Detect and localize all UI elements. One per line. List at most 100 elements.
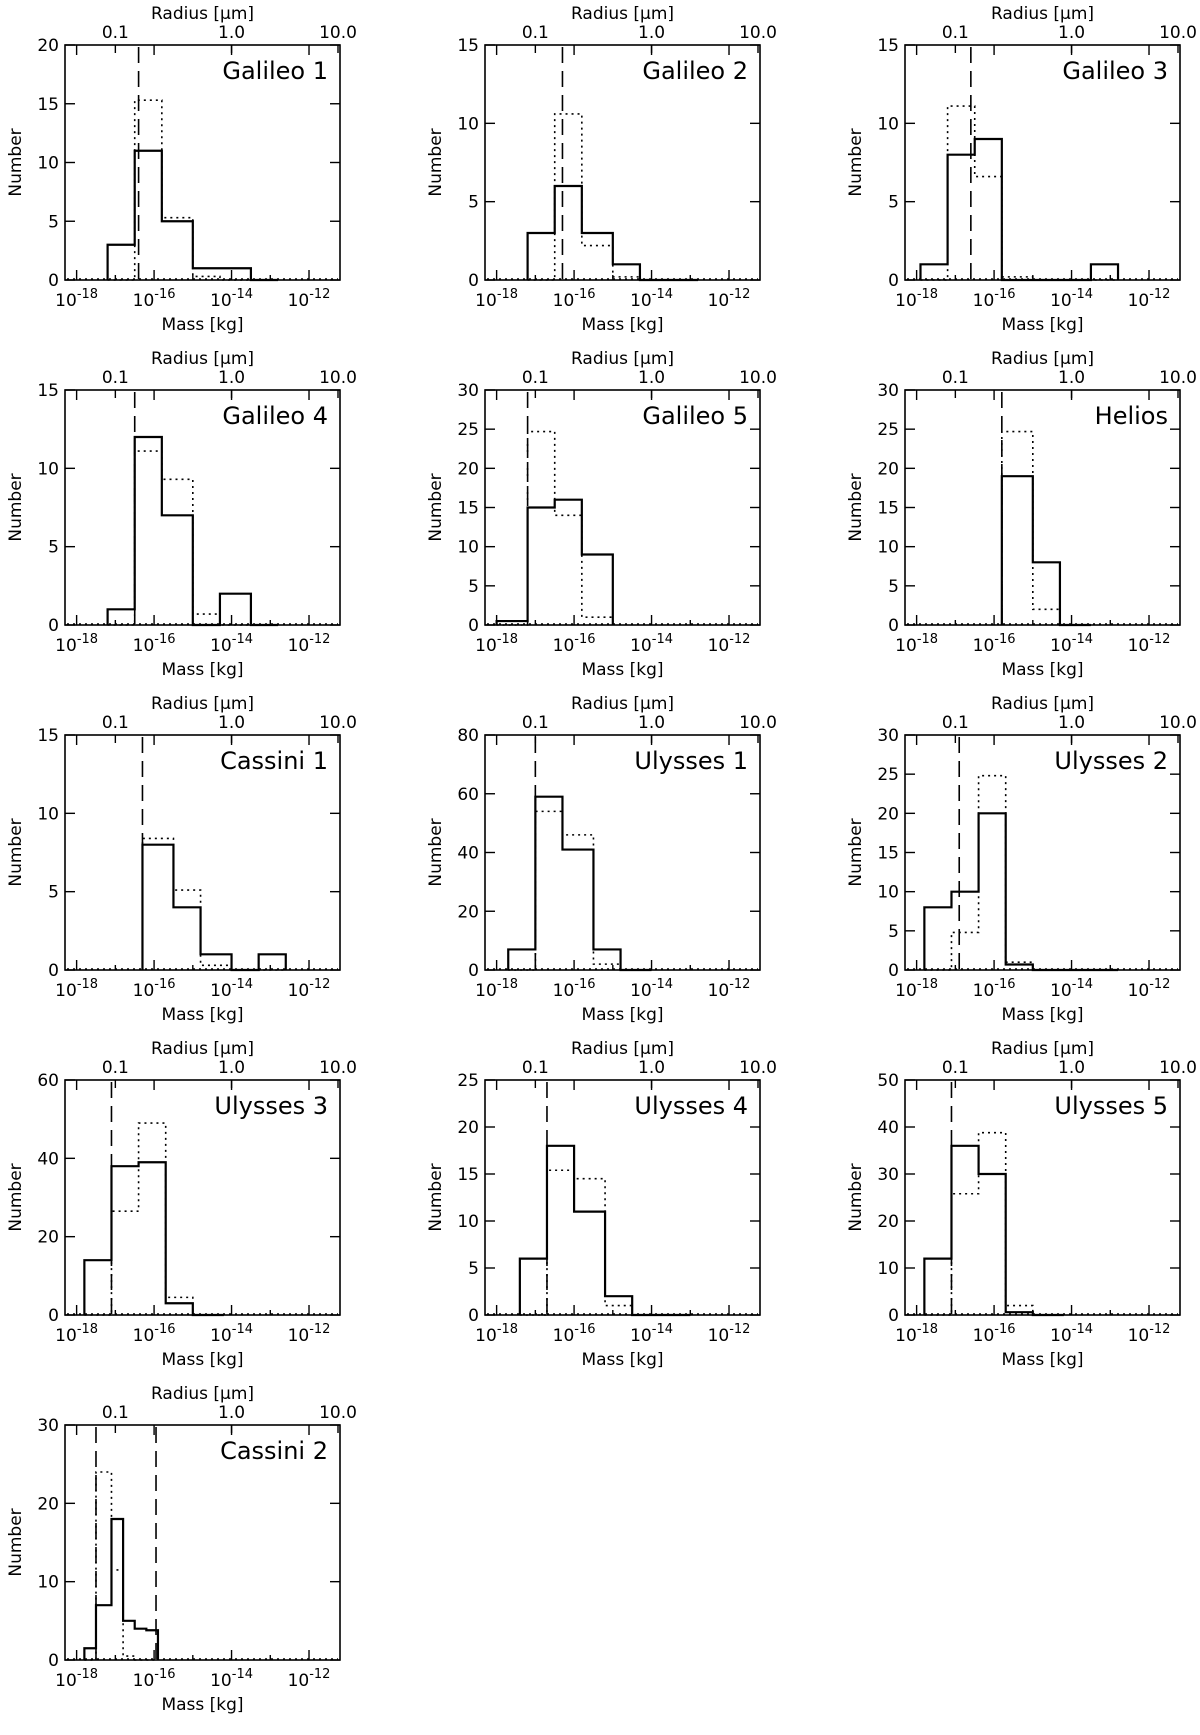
- x2-axis-title: Radius [μm]: [991, 694, 1094, 714]
- y-tick-label: 5: [468, 193, 479, 213]
- x-axis-title: Mass [kg]: [1001, 1005, 1083, 1025]
- panel-ulysses-4: 10-18 10-16 10-14 10-12 0.1 1.0 10.0 Radius [μm…: [426, 1039, 777, 1370]
- solid-histogram: [923, 1144, 1064, 1317]
- y-tick-label: 30: [877, 726, 899, 746]
- y-axis-title: Number: [426, 128, 446, 196]
- dotted-histogram: [1001, 430, 1091, 626]
- x-tick-label: 10-14: [210, 1322, 253, 1346]
- x-tick-label: 10-12: [1128, 287, 1171, 311]
- x-tick-label: 10-18: [895, 632, 938, 656]
- y-tick-label: 30: [877, 1165, 899, 1185]
- x2-tick-label: 0.1: [522, 368, 549, 388]
- y-tick-label: 10: [877, 114, 899, 134]
- x-axis-title: Mass [kg]: [161, 315, 243, 335]
- panel-cassini-1: 10-18 10-16 10-14 10-12 0.1 1.0 10.0 Radius [μm…: [6, 694, 357, 1025]
- y-tick-label: 10: [457, 538, 479, 558]
- y-tick-label: 0: [468, 616, 479, 636]
- x-tick-label: 10-18: [475, 977, 518, 1001]
- y-tick-label: 5: [48, 212, 59, 232]
- x-tick-label: 10-18: [55, 1667, 98, 1691]
- y-tick-label: 0: [888, 1306, 899, 1326]
- x2-tick-label: 0.1: [102, 1403, 129, 1423]
- y-axis-title: Number: [426, 818, 446, 886]
- y-tick-label: 15: [457, 1165, 479, 1185]
- x2-axis-title: Radius [μm]: [571, 349, 674, 369]
- panel-title: Galileo 3: [1062, 57, 1168, 85]
- y-tick-label: 20: [37, 1494, 59, 1514]
- x-tick-label: 10-14: [1050, 287, 1093, 311]
- x-tick-label: 10-12: [1128, 977, 1171, 1001]
- x-tick-label: 10-18: [55, 632, 98, 656]
- x2-tick-label: 0.1: [522, 1058, 549, 1078]
- x2-tick-label: 0.1: [102, 713, 129, 733]
- y-tick-label: 40: [37, 1149, 59, 1169]
- panel-galileo-2: 10-18 10-16 10-14 10-12 0.1 1.0 10.0 Radius [μm…: [426, 4, 777, 335]
- y-tick-label: 15: [457, 499, 479, 519]
- panel-ulysses-1: 10-18 10-16 10-14 10-12 0.1 1.0 10.0 Radius [μm…: [426, 694, 777, 1025]
- y-tick-label: 0: [888, 616, 899, 636]
- x-tick-label: 10-18: [895, 977, 938, 1001]
- x2-tick-label: 1.0: [218, 713, 245, 733]
- y-tick-label: 15: [37, 726, 59, 746]
- x-tick-label: 10-18: [475, 1322, 518, 1346]
- x2-axis-title: Radius [μm]: [151, 1039, 254, 1059]
- x2-tick-label: 0.1: [102, 368, 129, 388]
- x2-axis-title: Radius [μm]: [571, 4, 674, 24]
- x-tick-label: 10-16: [553, 287, 596, 311]
- x2-tick-label: 0.1: [942, 1058, 969, 1078]
- y-tick-label: 0: [888, 271, 899, 291]
- y-tick-label: 15: [37, 381, 59, 401]
- panel-title: Helios: [1095, 402, 1168, 430]
- x-tick-label: 10-16: [133, 1322, 176, 1346]
- x2-tick-label: 1.0: [218, 1058, 245, 1078]
- y-tick-label: 30: [457, 381, 479, 401]
- y-tick-label: 0: [48, 616, 59, 636]
- x2-tick-label: 10.0: [739, 1058, 777, 1078]
- y-tick-label: 15: [457, 36, 479, 56]
- panel-title: Ulysses 4: [634, 1092, 748, 1120]
- x2-tick-label: 1.0: [218, 23, 245, 43]
- x2-tick-label: 0.1: [102, 23, 129, 43]
- y-tick-label: 5: [888, 577, 899, 597]
- x-tick-label: 10-12: [708, 977, 751, 1001]
- dotted-histogram: [141, 837, 286, 971]
- y-tick-label: 5: [468, 577, 479, 597]
- solid-histogram: [106, 149, 279, 282]
- y-tick-label: 40: [877, 1118, 899, 1138]
- x-axis-title: Mass [kg]: [581, 1350, 663, 1370]
- panel-title: Galileo 1: [222, 57, 328, 85]
- x-tick-label: 10-16: [553, 632, 596, 656]
- dotted-histogram: [508, 810, 652, 971]
- dotted-histogram: [920, 105, 1119, 281]
- y-tick-label: 80: [457, 726, 479, 746]
- x2-axis-title: Radius [μm]: [571, 1039, 674, 1059]
- panel-galileo-5: 10-18 10-16 10-14 10-12 0.1 1.0 10.0 Radius [μm…: [426, 349, 777, 680]
- x2-tick-label: 0.1: [942, 23, 969, 43]
- x2-tick-label: 0.1: [942, 713, 969, 733]
- y-tick-label: 25: [457, 1071, 479, 1091]
- solid-histogram: [518, 1144, 691, 1317]
- x-tick-label: 10-12: [708, 1322, 751, 1346]
- x-axis-title: Mass [kg]: [161, 1695, 243, 1715]
- x2-tick-label: 10.0: [739, 368, 777, 388]
- x2-tick-label: 10.0: [1159, 1058, 1197, 1078]
- x-tick-label: 10-12: [288, 632, 331, 656]
- x-axis-title: Mass [kg]: [581, 1005, 663, 1025]
- x-tick-label: 10-14: [1050, 632, 1093, 656]
- y-axis-title: Number: [426, 473, 446, 541]
- x-tick-label: 10-14: [1050, 977, 1093, 1001]
- x-tick-label: 10-18: [475, 632, 518, 656]
- y-tick-label: 0: [48, 271, 59, 291]
- x-axis-title: Mass [kg]: [161, 1005, 243, 1025]
- x-tick-label: 10-14: [210, 632, 253, 656]
- solid-histogram: [83, 1517, 160, 1660]
- x2-tick-label: 10.0: [1159, 23, 1197, 43]
- x2-tick-label: 1.0: [218, 1403, 245, 1423]
- x-axis-title: Mass [kg]: [1001, 315, 1083, 335]
- panel-title: Ulysses 1: [634, 747, 748, 775]
- x2-tick-label: 1.0: [638, 713, 665, 733]
- y-tick-label: 20: [457, 1118, 479, 1138]
- panel-galileo-3: 10-18 10-16 10-14 10-12 0.1 1.0 10.0 Radius [μm…: [846, 4, 1197, 335]
- solid-histogram: [141, 843, 287, 972]
